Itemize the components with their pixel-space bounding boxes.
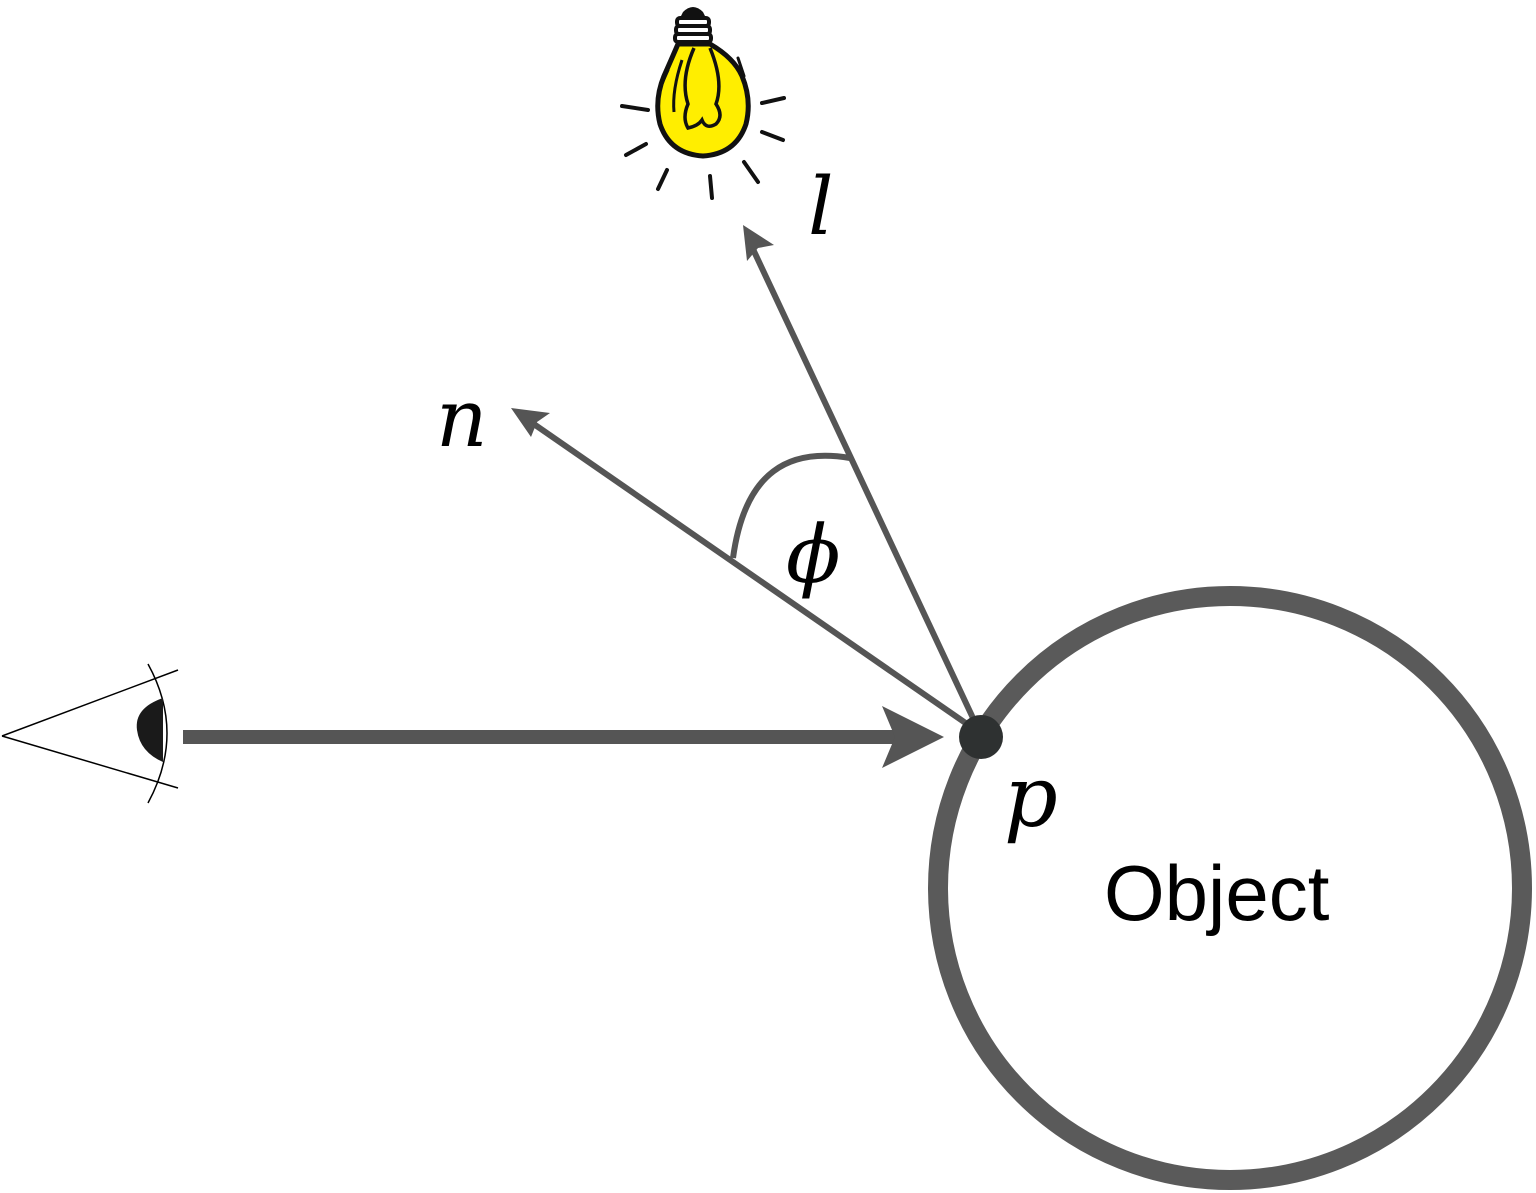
object-label: Object bbox=[1104, 849, 1330, 937]
angle-arc bbox=[730, 452, 851, 559]
normal-vector-label: n bbox=[436, 372, 488, 465]
view-ray-arrow bbox=[183, 706, 944, 768]
light-bulb-icon bbox=[620, 7, 786, 200]
surface-point-label: p bbox=[1004, 748, 1058, 846]
light-vector-arrow bbox=[743, 225, 983, 735]
angle-label: ϕ bbox=[786, 508, 841, 601]
eye-icon bbox=[1, 663, 179, 804]
normal-vector-arrow bbox=[511, 408, 982, 736]
surface-point-dot bbox=[959, 715, 1003, 759]
light-vector-label: l bbox=[808, 160, 834, 253]
object-circle bbox=[928, 586, 1532, 1190]
